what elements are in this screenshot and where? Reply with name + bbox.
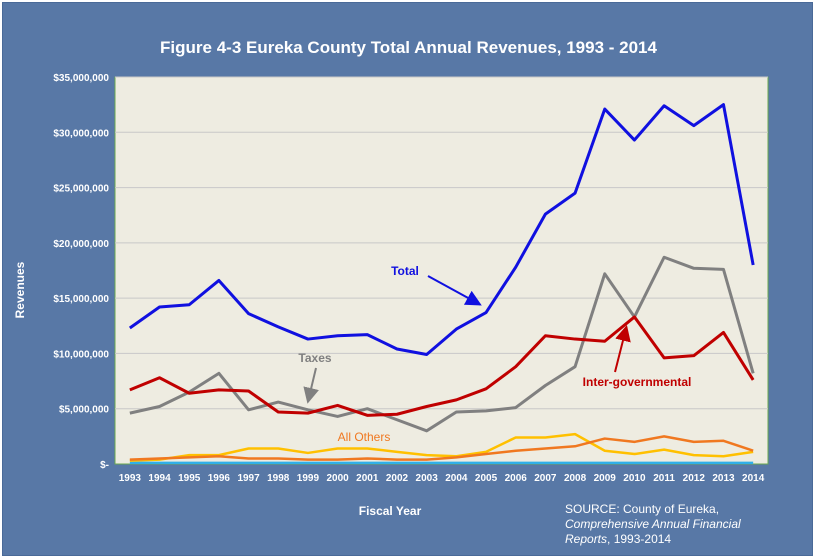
x-tick-label: 1999 <box>297 473 320 484</box>
x-tick-label: 1996 <box>208 473 231 484</box>
series-line-total <box>128 103 755 357</box>
x-tick-label: 2008 <box>564 473 587 484</box>
x-axis-label: Fiscal Year <box>358 504 422 518</box>
source-note: SOURCE: County of Eureka, Comprehensive … <box>565 502 805 547</box>
x-tick-label: 2014 <box>742 473 765 484</box>
series-line-inter-governmental <box>129 315 755 417</box>
x-tick-label: 1997 <box>237 473 260 484</box>
x-tick-label: 1994 <box>148 473 171 484</box>
x-tick-label: 1993 <box>119 473 142 484</box>
series-line-unlabeled-4 <box>129 432 754 462</box>
y-tick-label: $15,000,000 <box>53 294 109 305</box>
annotation-arrow <box>427 275 482 306</box>
y-tick-label: $25,000,000 <box>53 184 109 195</box>
annotation-arrow <box>614 325 631 373</box>
series-line-all-others <box>129 435 754 461</box>
source-line-2: Comprehensive Annual Financial <box>565 517 741 531</box>
x-tick-label: 2007 <box>534 473 557 484</box>
y-tick-label: $- <box>100 460 109 471</box>
x-tick-label: 2011 <box>653 473 675 484</box>
source-line-1: SOURCE: County of Eureka, <box>565 502 720 516</box>
x-tick-label: 2001 <box>356 473 379 484</box>
source-line-3: Reports, 1993-2014 <box>565 532 805 547</box>
annotation-arrow <box>303 367 319 404</box>
x-tick-label: 2005 <box>475 473 498 484</box>
x-tick-label: 1995 <box>178 473 201 484</box>
plot-area <box>114 76 769 465</box>
y-tick-label: $10,000,000 <box>53 349 109 360</box>
source-reports: Reports <box>565 532 608 546</box>
x-tick-label: 2013 <box>712 473 735 484</box>
chart-title: Figure 4-3 Eureka County Total Annual Re… <box>160 38 657 57</box>
x-tick-label: 2002 <box>386 473 409 484</box>
x-tick-label: 1998 <box>267 473 290 484</box>
annotation-all-others: All Others <box>338 430 391 444</box>
y-tick-label: $5,000,000 <box>59 405 109 416</box>
y-tick-label: $30,000,000 <box>53 128 109 139</box>
x-tick-label: 2006 <box>505 473 528 484</box>
x-tick-label: 2004 <box>445 473 468 484</box>
annotation-total: Total <box>391 264 419 278</box>
x-tick-label: 2010 <box>623 473 646 484</box>
source-years: , 1993-2014 <box>607 532 672 546</box>
x-tick-label: 2003 <box>416 473 439 484</box>
y-tick-label: $35,000,000 <box>53 73 109 84</box>
x-tick-label: 2009 <box>594 473 617 484</box>
y-tick-label: $20,000,000 <box>53 239 109 250</box>
annotation-inter-governmental: Inter-governmental <box>583 375 692 389</box>
annotation-taxes: Taxes <box>298 351 331 365</box>
x-tick-label: 2012 <box>683 473 706 484</box>
x-tick-label: 2000 <box>326 473 349 484</box>
